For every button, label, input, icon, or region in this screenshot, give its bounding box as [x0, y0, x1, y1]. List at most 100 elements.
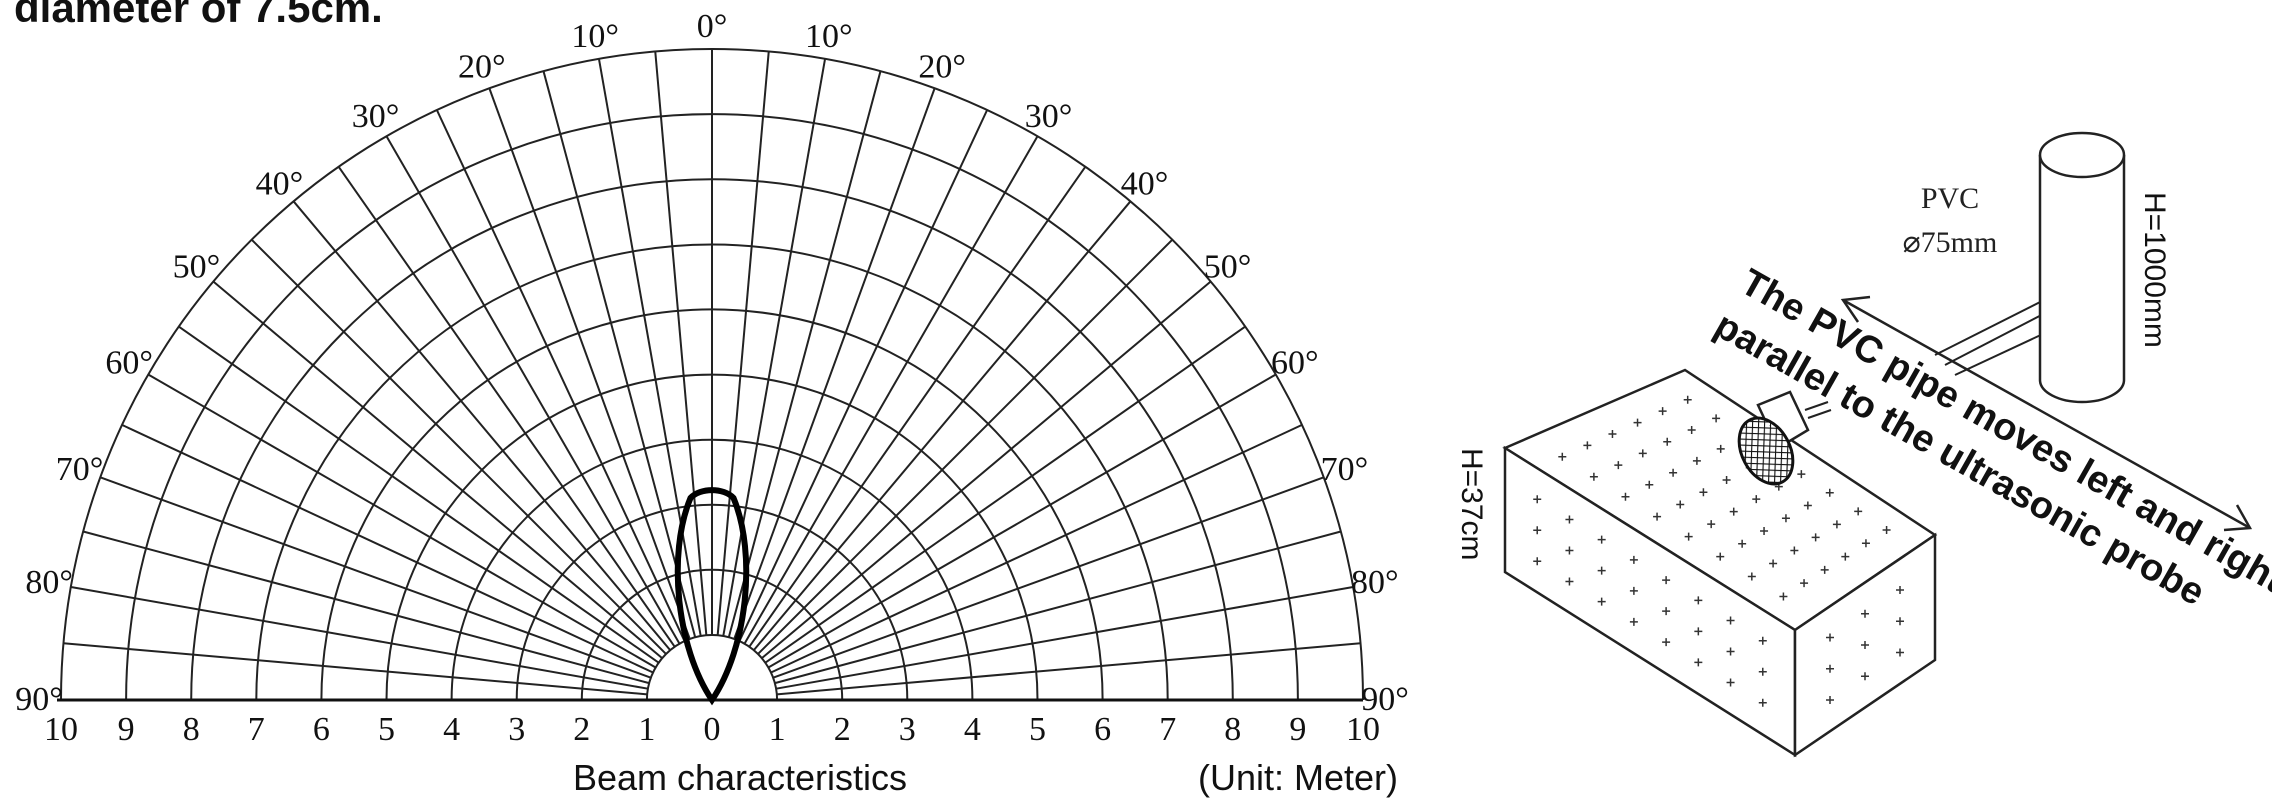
angle-ray — [722, 58, 827, 637]
texture-mark — [1826, 633, 1834, 642]
angle-ray — [250, 238, 667, 655]
texture-mark — [1597, 597, 1606, 606]
angle-ray — [727, 70, 882, 638]
texture-mark — [1694, 658, 1703, 667]
texture-mark — [1729, 507, 1738, 516]
box-height-label: H=37cm — [1455, 448, 1488, 561]
texture-mark — [1676, 500, 1685, 509]
texture-mark — [1597, 566, 1606, 575]
texture-mark — [1621, 492, 1630, 501]
distance-label: 4 — [964, 711, 981, 748]
angle-rays — [61, 49, 1363, 701]
texture-mark — [1669, 468, 1678, 477]
texture-mark — [1638, 449, 1647, 458]
texture-mark — [1645, 480, 1654, 489]
angle-ray — [753, 200, 1132, 651]
texture-mark — [1825, 488, 1834, 497]
texture-mark — [1629, 586, 1638, 595]
angle-ray — [82, 530, 650, 685]
angle-label-left: 30° — [352, 98, 400, 135]
texture-mark — [1747, 572, 1756, 581]
texture-mark — [1687, 426, 1696, 435]
angle-ray — [767, 373, 1277, 669]
texture-mark — [1820, 565, 1829, 574]
texture-mark — [1712, 414, 1721, 423]
angle-label-left: 60° — [105, 345, 153, 382]
texture-mark — [1662, 576, 1671, 585]
texture-mark — [1726, 647, 1735, 656]
texture-mark — [1861, 672, 1869, 681]
angle-ray — [435, 109, 686, 642]
unit-label: (Unit: Meter) — [1198, 757, 1398, 798]
distance-label: 7 — [248, 711, 265, 748]
texture-mark — [1533, 526, 1542, 535]
pipe-height-label: H=1000mm — [2138, 192, 2171, 348]
texture-mark — [1769, 559, 1778, 568]
angle-label-left: 50° — [173, 248, 221, 285]
texture-mark — [1722, 476, 1731, 484]
texture-mark — [1683, 395, 1692, 404]
texture-mark — [1716, 444, 1725, 453]
texture-mark — [1861, 539, 1870, 548]
distance-label: 9 — [1289, 711, 1306, 748]
distance-label: 2 — [834, 711, 851, 748]
texture-mark — [1716, 552, 1725, 561]
angle-ray — [597, 58, 702, 637]
angle-ray — [757, 238, 1174, 655]
texture-mark — [1896, 617, 1904, 626]
angle-ray — [761, 280, 1212, 659]
texture-mark — [1760, 527, 1769, 536]
distance-label: 1 — [769, 711, 786, 748]
texture-mark — [1779, 592, 1788, 601]
texture-mark — [1826, 664, 1834, 673]
texture-mark — [1694, 627, 1703, 636]
angle-ray — [716, 51, 770, 636]
texture-mark — [1832, 520, 1841, 529]
distance-label: 10 — [44, 711, 78, 748]
ultrasonic-probe — [1737, 390, 1832, 486]
texture-mark — [1694, 596, 1703, 605]
texture-mark — [1565, 577, 1574, 586]
texture-mark — [1699, 488, 1708, 497]
texture-mark — [1882, 525, 1891, 534]
angle-label-left: 70° — [56, 451, 104, 488]
texture-mark — [1614, 461, 1623, 470]
pvc-label: PVC — [1921, 182, 1979, 215]
texture-mark — [1781, 514, 1790, 523]
texture-mark — [1803, 501, 1812, 510]
distance-label: 8 — [183, 711, 200, 748]
movement-arrow — [1840, 295, 2253, 532]
angle-label-right: 10° — [805, 18, 853, 55]
distance-label: 2 — [573, 711, 590, 748]
angle-ray — [147, 373, 657, 669]
angle-label-left: 40° — [256, 165, 304, 202]
texture-mark — [1533, 495, 1542, 504]
texture-mark — [1662, 607, 1671, 616]
angle-ray — [63, 642, 648, 696]
angle-ray — [99, 476, 652, 679]
texture-mark — [1758, 698, 1767, 707]
distance-label: 3 — [508, 711, 525, 748]
angle-label-right: 80° — [1351, 564, 1399, 601]
angle-ray — [764, 325, 1246, 664]
pvc-diameter-label: ⌀75mm — [1903, 226, 1998, 259]
texture-mark — [1797, 470, 1806, 479]
angle-ray — [212, 280, 663, 659]
texture-mark — [1565, 546, 1574, 555]
texture-mark — [1758, 667, 1767, 676]
texture-mark — [1608, 429, 1617, 438]
texture-mark — [1811, 533, 1820, 542]
angle-ray — [733, 87, 936, 640]
angle-ray — [770, 423, 1303, 674]
texture-mark — [1758, 636, 1767, 645]
texture-mark — [1738, 539, 1747, 548]
angle-ray — [385, 135, 681, 645]
angle-ray — [337, 166, 676, 648]
angle-ray — [738, 109, 989, 642]
box-texture — [1533, 395, 1904, 707]
beam-chart: 0°10°20°30°40°50°60°70°80°90°10°20°30°40… — [15, 8, 1409, 798]
distance-label: 6 — [1094, 711, 1111, 748]
texture-mark — [1533, 557, 1542, 566]
angle-label-left: 10° — [571, 18, 619, 55]
